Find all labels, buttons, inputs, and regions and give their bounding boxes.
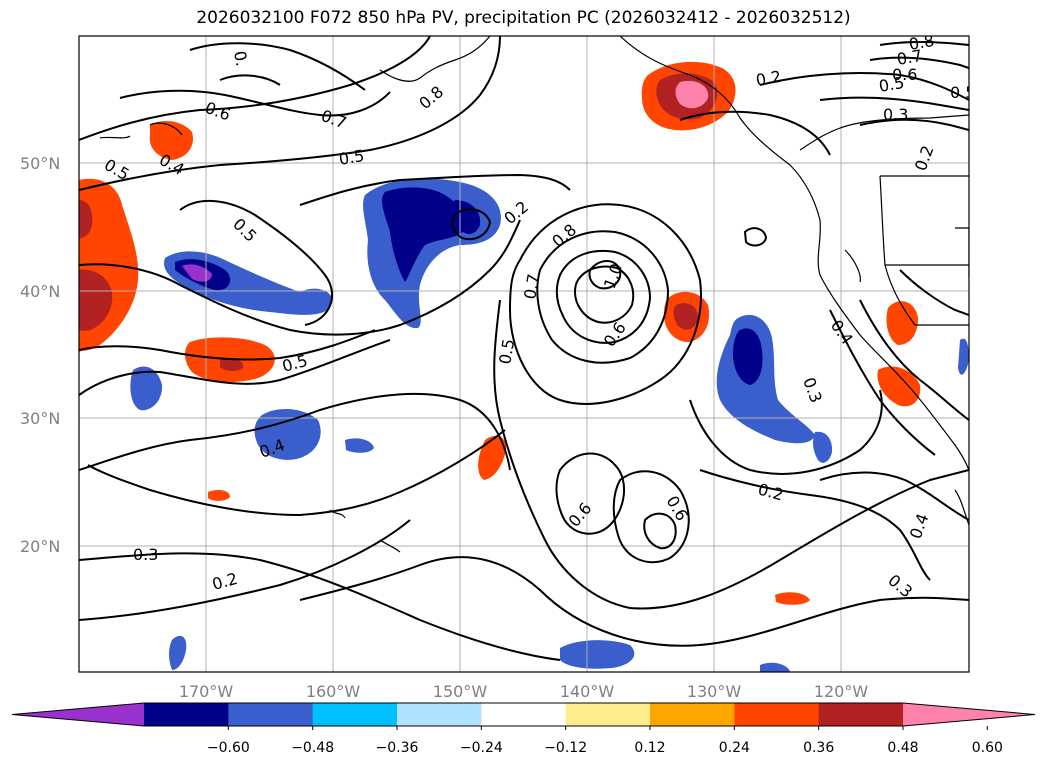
map-frame [78,35,970,673]
colorbar-tick-label: 0.48 [887,740,918,756]
colorbar-tick-label: −0.24 [460,740,503,756]
lon-label: 130°W [687,682,742,701]
contour-label: 0.5 [950,83,975,102]
contour-label: 0.3 [883,105,908,124]
lon-label: 170°W [179,682,234,701]
lat-label: 40°N [20,282,60,301]
contour-label: 0. [230,49,251,67]
colorbar-swatch [144,703,229,726]
lat-label: 20°N [20,537,60,556]
contour-label: 0.8 [907,31,935,54]
contour-label: 0.2 [754,67,782,90]
lon-label: 120°W [814,682,869,701]
colorbar-tick-label: 0.24 [719,740,750,756]
colorbar: −0.60 −0.48 −0.36 −0.24 −0.12 0.12 0.24 0.36 0.4… [11,702,1036,756]
contour-label: 0.5 [337,146,365,169]
contour-label: 0.7 [895,46,923,69]
colorbar-swatch [228,703,314,726]
colorbar-tick-label: 0.60 [972,740,1003,756]
lat-label: 30°N [20,409,60,428]
map-title: 2026032100 F072 850 hPa PV, precipitatio… [196,8,851,28]
colorbar-tick-label: 0.36 [803,740,834,756]
colorbar-tick-label: 0.12 [634,740,665,756]
contour-label: 0.6 [892,65,917,84]
lon-labels: 170°W 160°W 150°W 140°W 130°W 120°W [179,682,869,701]
contour-label: 0.5 [877,73,905,96]
lat-labels: 50°N 40°N 30°N 20°N [20,154,60,556]
colorbar-swatch [818,703,904,726]
contour-label: 0.3 [133,545,158,564]
contour-label: 0.7 [520,272,543,300]
lon-label: 160°W [306,682,361,701]
colorbar-swatch [481,703,567,726]
colorbar-swatch [565,703,651,726]
colorbar-outline [11,702,1036,727]
lat-label: 50°N [20,154,60,173]
precip-negative-163w [254,408,321,460]
precip-negative-141w [560,640,635,669]
colorbar-swatch [734,703,820,726]
colorbar-swatch [397,703,482,726]
colorbar-tick-label: −0.36 [376,740,419,756]
colorbar-extend-low [12,703,144,726]
contour-label: 0.5 [495,337,518,365]
lon-label: 140°W [560,682,615,701]
graticule [79,36,969,672]
colorbar-tick-label: −0.48 [291,740,334,756]
lon-label: 150°W [433,682,488,701]
colorbar-swatch [312,703,398,726]
colorbar-swatch [650,703,735,726]
colorbar-extend-high [903,703,1035,726]
colorbar-tick-label: −0.12 [544,740,587,756]
colorbar-tick-label: −0.60 [207,740,250,756]
pv-contours [79,36,969,661]
coastlines [99,36,969,553]
